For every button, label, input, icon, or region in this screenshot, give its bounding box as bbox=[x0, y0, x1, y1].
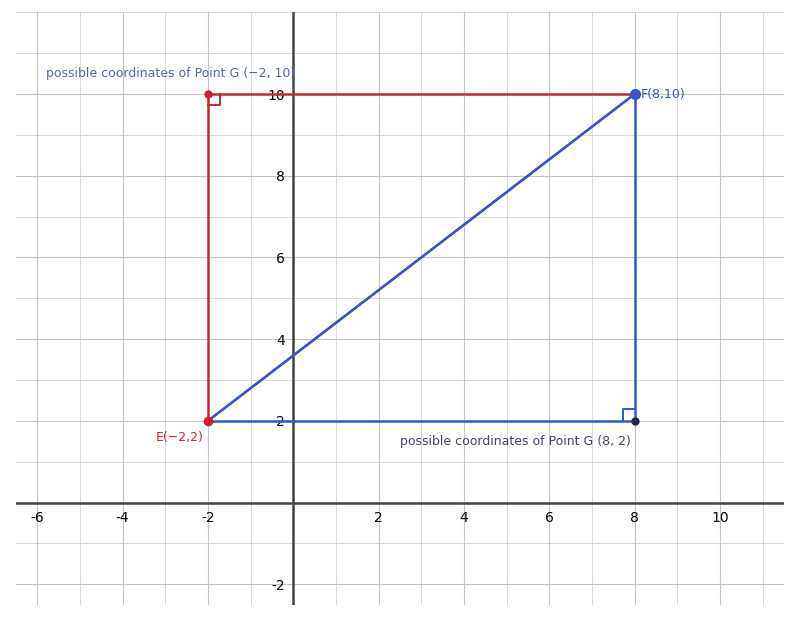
Text: F(8,10): F(8,10) bbox=[641, 88, 686, 101]
Text: E(−2,2): E(−2,2) bbox=[156, 431, 204, 444]
Text: possible coordinates of Point G (8, 2): possible coordinates of Point G (8, 2) bbox=[400, 435, 631, 448]
Text: possible coordinates of Point G (−2, 10): possible coordinates of Point G (−2, 10) bbox=[46, 67, 295, 80]
